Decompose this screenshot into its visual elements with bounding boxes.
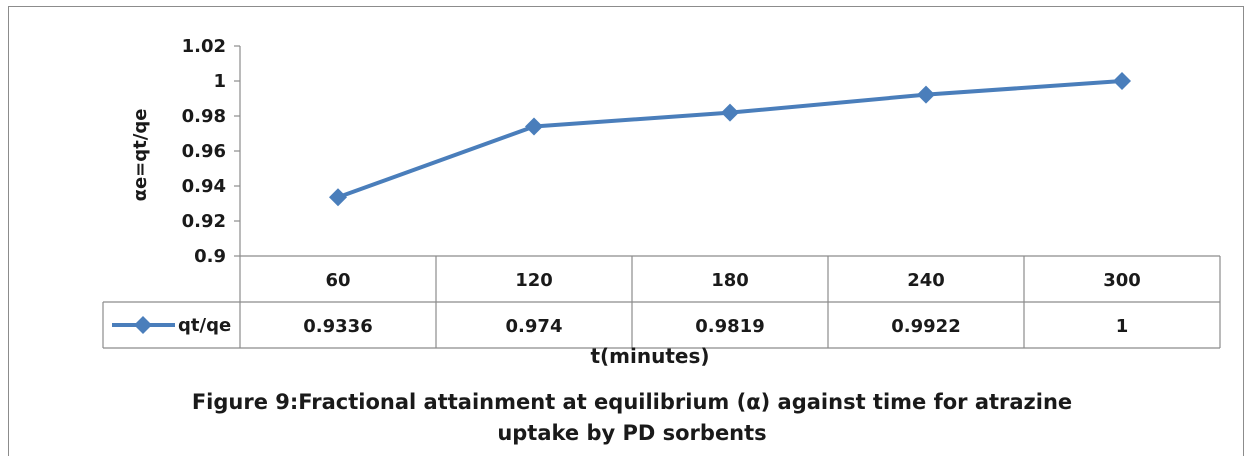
data-value-label: 0.9336 [303,316,372,337]
figure-caption-line2: uptake by PD sorbents [497,421,766,445]
data-value-label: 0.9819 [695,316,764,337]
x-category-label: 120 [515,270,553,291]
y-axis-label: αe=qt/qe [130,109,151,202]
data-point-180 [721,103,739,122]
legend-marker-swatch [134,316,152,334]
y-tick-label: 1 [213,71,226,92]
y-tick-label: 0.98 [182,106,226,127]
series-polyline [337,79,1123,200]
figure-caption-line1: Figure 9:Fractional attainment at equili… [192,390,1072,414]
data-point-300 [1113,72,1131,90]
x-axis-label: t(minutes) [590,344,709,368]
y-tick-label: 0.94 [182,176,226,197]
data-point-120 [525,117,543,136]
legend-series-name: qt/qe [178,315,231,336]
y-tick-label: 0.9 [194,246,226,267]
data-point-60 [329,188,347,207]
y-tick-label: 0.96 [182,141,226,162]
y-tick-label: 0.92 [182,211,226,232]
data-value-label: 0.974 [506,316,563,337]
axes: 1.02 1 0.98 0.96 0.94 0.92 0.9 [182,36,241,267]
chart-frame [8,6,1244,456]
x-category-label: 180 [711,270,749,291]
data-table: 60 120 180 240 300 0.9336 0.974 0.9819 0.9922 1 qt… [102,255,1221,349]
data-value-label: 0.9922 [891,316,960,337]
data-point-240 [917,85,935,104]
data-value-label: 1 [1116,316,1129,337]
x-category-label: 300 [1103,270,1141,291]
x-category-label: 240 [907,270,945,291]
series-line [329,72,1131,207]
x-category-label: 60 [325,270,350,291]
y-tick-label: 1.02 [182,36,226,57]
